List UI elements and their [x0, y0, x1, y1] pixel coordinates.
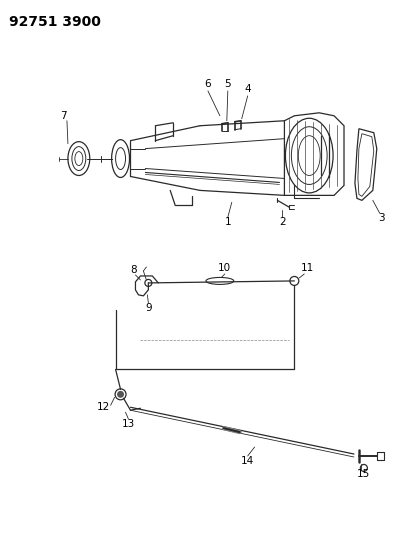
Text: 13: 13	[122, 419, 135, 429]
Text: 14: 14	[241, 456, 254, 466]
Text: 92751 3900: 92751 3900	[9, 15, 101, 29]
Text: 1: 1	[224, 217, 231, 227]
Text: 15: 15	[356, 469, 370, 479]
Text: 3: 3	[377, 213, 384, 223]
Text: 8: 8	[130, 265, 136, 275]
Ellipse shape	[117, 391, 124, 398]
Text: 6: 6	[204, 79, 211, 89]
Text: 5: 5	[224, 79, 231, 89]
Text: 2: 2	[278, 217, 285, 227]
Text: 10: 10	[218, 263, 231, 273]
Text: 7: 7	[59, 111, 66, 121]
Text: 12: 12	[97, 402, 110, 412]
Text: 11: 11	[300, 263, 313, 273]
Text: 9: 9	[145, 303, 151, 313]
Text: 4: 4	[244, 84, 250, 94]
